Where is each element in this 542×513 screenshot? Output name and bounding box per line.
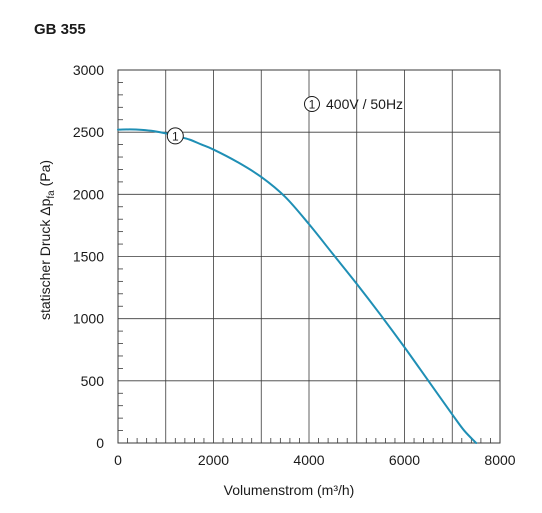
x-tick-label: 2000	[198, 452, 229, 468]
grid	[118, 70, 500, 443]
x-tick-label: 8000	[484, 452, 515, 468]
curve-marker-circle	[166, 127, 184, 145]
curve-marker-number: 1	[172, 129, 179, 143]
axis-ticks: 0 2000 4000 6000 8000 0 500 1000 1500 2000 2500 300…	[73, 62, 516, 468]
x-tick-label: 4000	[293, 452, 324, 468]
y-axis-label: statischer Druck Δpfa (Pa)	[37, 160, 57, 320]
x-tick-label: 0	[114, 452, 122, 468]
y-tick-label: 2000	[73, 186, 104, 202]
legend: 1 400V / 50Hz	[304, 96, 403, 112]
y-tick-label: 500	[81, 373, 105, 389]
legend-label: 400V / 50Hz	[326, 96, 403, 112]
y-tick-label: 1000	[73, 311, 104, 327]
y-tick-label: 3000	[73, 62, 104, 78]
y-axis-label-main: statischer Druck Δp	[37, 198, 53, 320]
y-tick-label: 0	[96, 435, 104, 451]
page-title: GB 355	[34, 21, 86, 38]
y-axis-label-unit: (Pa)	[37, 160, 53, 190]
x-tick-label: 6000	[389, 452, 420, 468]
y-tick-label: 1500	[73, 249, 104, 265]
x-axis-label: Volumenstrom (m³/h)	[224, 482, 355, 498]
legend-marker-number: 1	[309, 98, 316, 112]
legend-marker-circle	[304, 96, 320, 112]
series-line	[117, 128, 478, 444]
series-layer: 1	[117, 127, 478, 444]
y-tick-label: 2500	[73, 124, 104, 140]
y-axis-label-subscript: fa	[46, 190, 57, 199]
plot-frame	[117, 69, 501, 444]
